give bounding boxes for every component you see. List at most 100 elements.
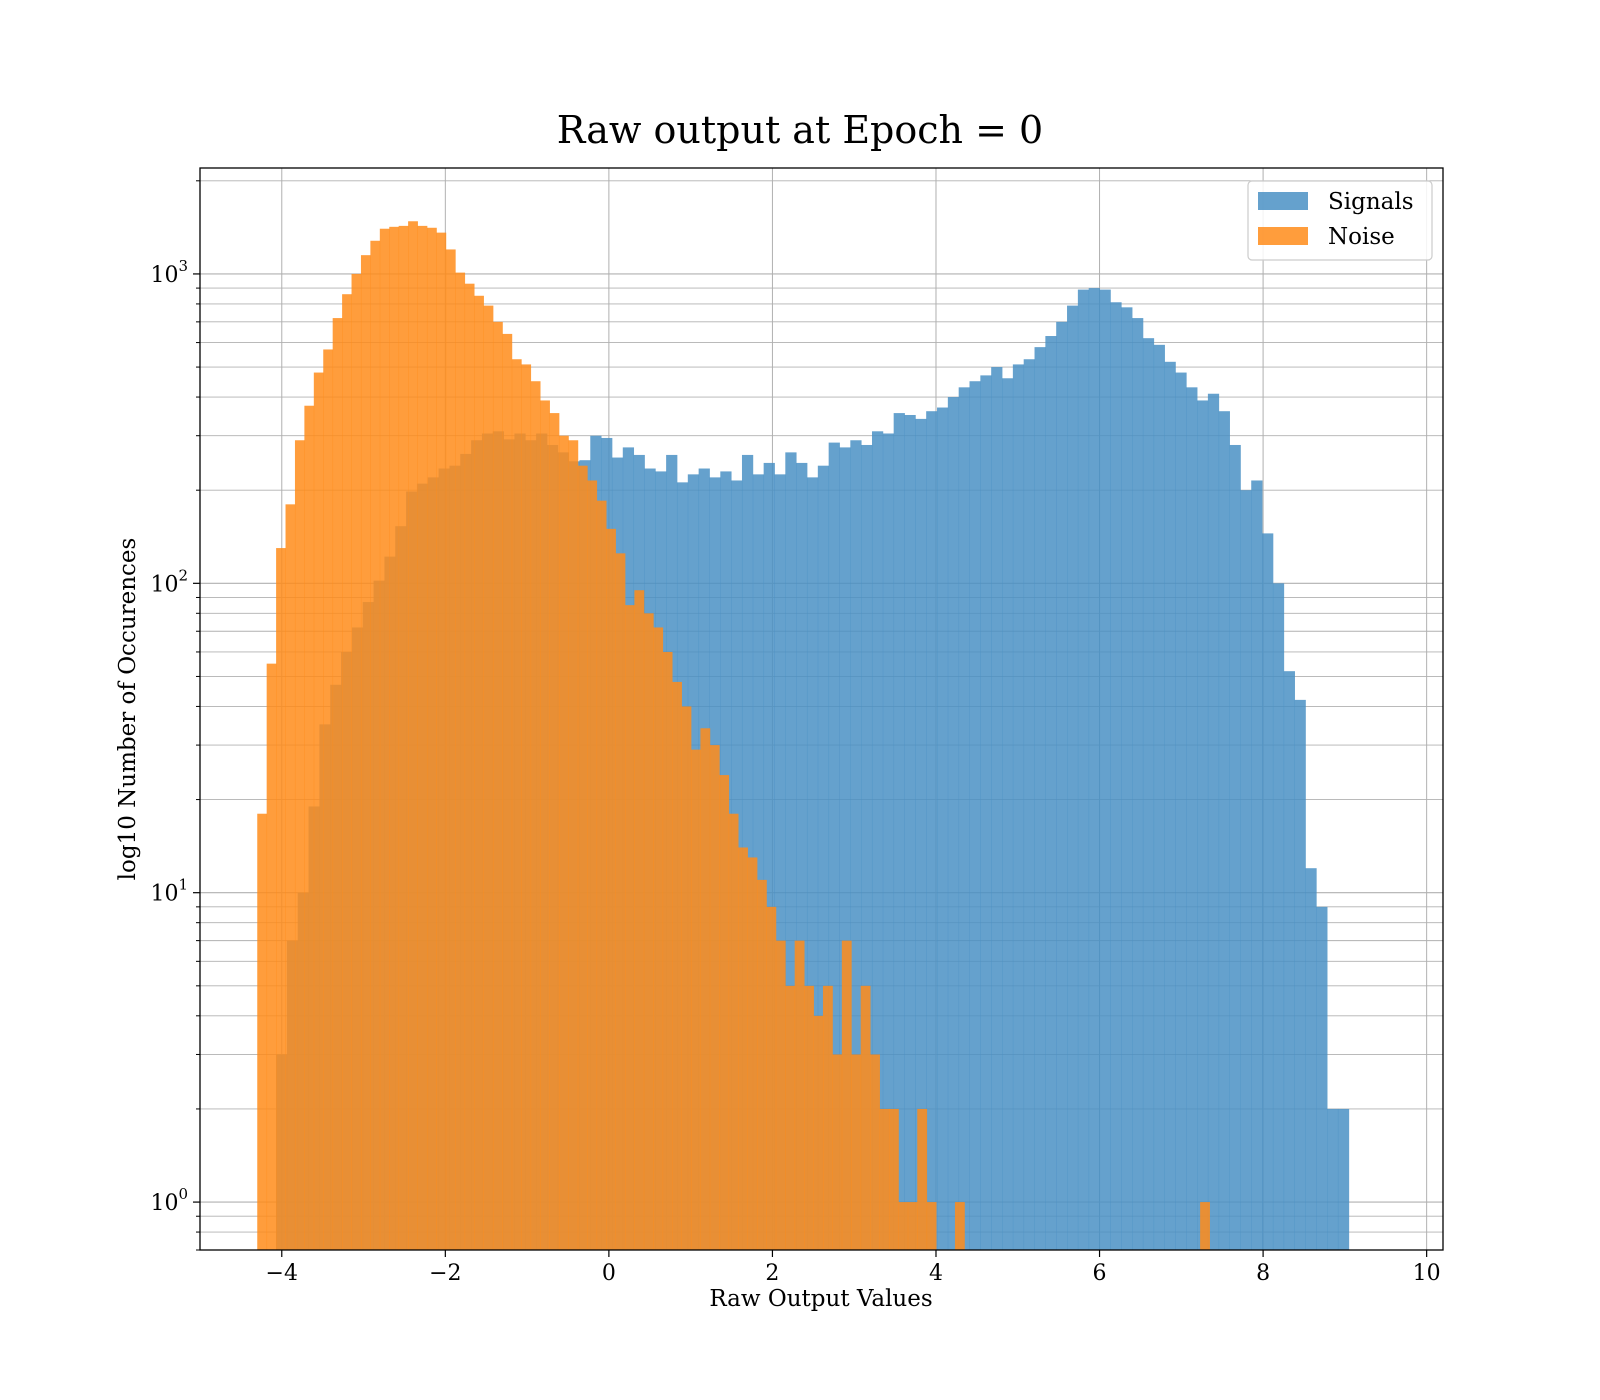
bar-noise <box>389 226 400 1250</box>
bar-noise <box>379 228 390 1250</box>
bar-noise <box>540 400 550 1250</box>
x-tick-label: 2 <box>765 1261 779 1286</box>
bar-noise <box>870 1054 880 1250</box>
bar-noise <box>615 553 626 1250</box>
y-tick-label: 103 <box>150 257 188 288</box>
bar-noise <box>860 985 871 1250</box>
bar-noise <box>917 1108 928 1250</box>
bar-signals <box>1240 490 1252 1250</box>
bar-noise <box>568 440 579 1250</box>
bar-noise <box>285 504 296 1250</box>
bar-noise <box>719 775 730 1250</box>
bar-signals <box>1229 444 1241 1250</box>
bar-signals <box>1327 1108 1339 1250</box>
bar-noise <box>709 745 720 1250</box>
bar-signals <box>969 381 981 1250</box>
bar-noise <box>530 381 541 1250</box>
bar-signals <box>1272 583 1285 1250</box>
bar-noise <box>436 232 447 1250</box>
x-tick-label: 0 <box>602 1261 616 1286</box>
bar-signals <box>1262 533 1274 1250</box>
bar-noise <box>360 255 371 1250</box>
bar-noise <box>455 272 466 1250</box>
bar-noise <box>257 813 268 1250</box>
bar-signals <box>850 440 862 1250</box>
bar-noise <box>417 225 428 1250</box>
bar-signals <box>915 418 927 1250</box>
bar-signals <box>1175 372 1187 1250</box>
legend-label-noise: Noise <box>1328 224 1395 250</box>
bar-signals <box>958 387 970 1250</box>
bar-noise <box>276 548 286 1250</box>
bar-signals <box>785 452 797 1250</box>
bar-noise <box>606 528 616 1250</box>
y-tick-label: 102 <box>150 566 188 597</box>
bar-noise <box>445 249 456 1250</box>
bar-noise <box>738 847 748 1250</box>
bar-noise <box>766 906 777 1250</box>
bar-noise <box>426 227 437 1250</box>
x-tick-label: 6 <box>1093 1261 1107 1286</box>
bar-noise <box>794 940 805 1250</box>
bar-noise <box>1200 1202 1210 1250</box>
bar-noise <box>313 372 324 1250</box>
bar-signals <box>980 375 992 1250</box>
bar-noise <box>728 813 739 1250</box>
bar-signals <box>839 447 851 1250</box>
bar-signals <box>1067 305 1079 1250</box>
bar-noise <box>634 590 645 1250</box>
bar-noise <box>266 663 277 1250</box>
bar-signals <box>904 414 916 1250</box>
bar-noise <box>304 405 315 1250</box>
bar-signals <box>1088 288 1100 1250</box>
bar-signals <box>1294 699 1306 1250</box>
bar-noise <box>323 349 334 1250</box>
bar-noise <box>294 440 305 1250</box>
bar-signals <box>1218 411 1230 1250</box>
bar-noise <box>785 985 796 1250</box>
bar-noise <box>351 273 362 1250</box>
bar-signals <box>1099 289 1111 1250</box>
bar-noise <box>804 985 814 1250</box>
bar-noise <box>474 295 484 1250</box>
bar-signals <box>871 431 884 1250</box>
bar-signals <box>774 474 786 1250</box>
bar-signals <box>1251 480 1263 1250</box>
bar-signals <box>1002 378 1014 1250</box>
bar-noise <box>851 1054 862 1250</box>
bar-noise <box>521 364 532 1250</box>
legend-label-signals: Signals <box>1328 189 1414 215</box>
bar-noise <box>756 879 767 1250</box>
bar-signals <box>763 462 775 1250</box>
bar-noise <box>587 480 598 1250</box>
bar-noise <box>464 283 475 1250</box>
bar-noise <box>577 465 588 1250</box>
bar-noise <box>700 728 711 1250</box>
bar-noise <box>558 435 569 1250</box>
bar-signals <box>1207 393 1220 1250</box>
bar-noise <box>408 221 418 1250</box>
bar-signals <box>817 465 830 1250</box>
bar-signals <box>1142 338 1155 1250</box>
x-tick-label: 4 <box>929 1261 943 1286</box>
series-noise-bars <box>257 221 1210 1250</box>
bar-signals <box>796 462 808 1250</box>
bar-noise <box>954 1202 965 1250</box>
bar-noise <box>907 1202 918 1250</box>
bar-noise <box>511 359 522 1250</box>
bar-signals <box>947 397 960 1250</box>
bar-signals <box>991 367 1003 1250</box>
bar-noise <box>775 940 786 1250</box>
bar-signals <box>806 477 819 1250</box>
bar-signals <box>1305 868 1317 1250</box>
x-tick-label: 10 <box>1413 1261 1441 1286</box>
bar-signals <box>893 413 905 1250</box>
bar-signals <box>1023 359 1035 1250</box>
axis-ticks: −4 −2 0 2 4 6 8 10 100 101 102 103 <box>150 180 1441 1286</box>
plot-frame <box>199 167 1444 1251</box>
bar-signals <box>1012 364 1025 1250</box>
bar-signals <box>1077 289 1090 1250</box>
x-tick-label: 8 <box>1256 1261 1270 1286</box>
y-axis-label: log10 Number of Occurences <box>115 538 141 881</box>
